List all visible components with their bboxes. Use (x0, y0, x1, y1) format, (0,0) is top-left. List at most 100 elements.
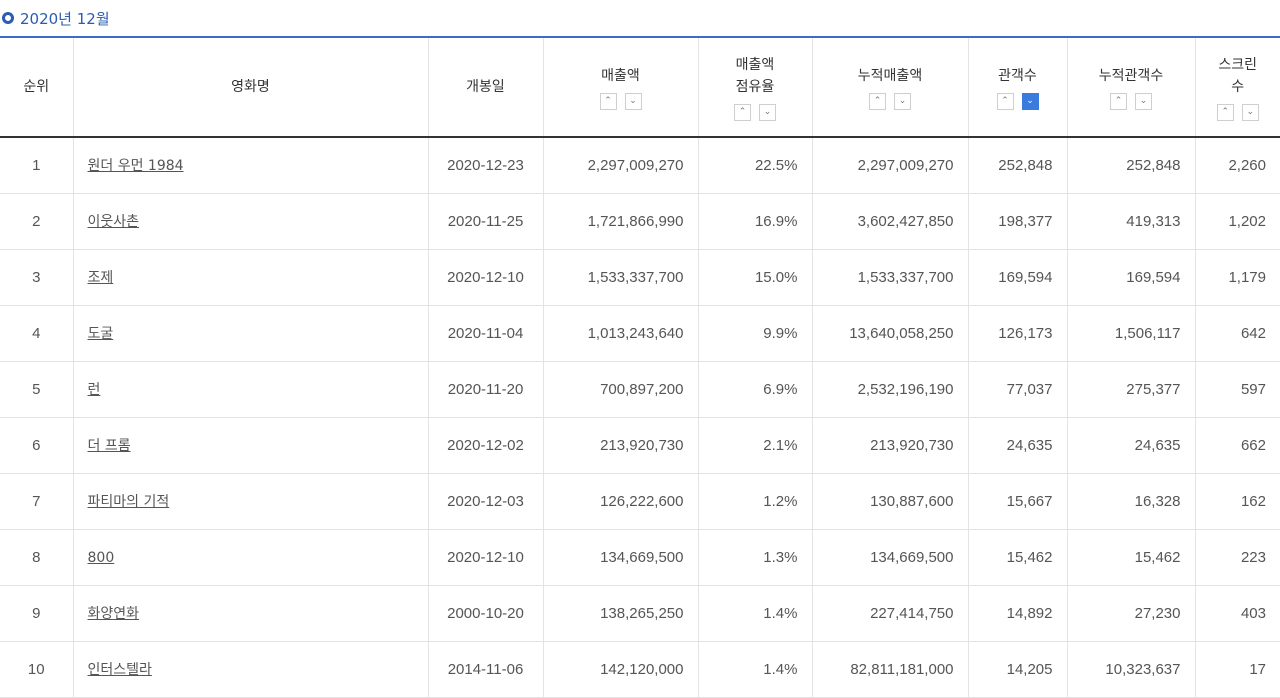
title-cell: 이웃사촌 (73, 193, 428, 249)
header-sales: 매출액 ⌃ ⌄ (543, 37, 698, 137)
cum-sales-cell: 227,414,750 (812, 585, 968, 641)
sales-cell: 213,920,730 (543, 417, 698, 473)
sort-up-icon[interactable]: ⌃ (734, 104, 751, 121)
sort-cum-sales: ⌃ ⌄ (813, 93, 968, 110)
movie-title-link[interactable]: 파티마의 기적 (88, 494, 170, 510)
cum-audience-cell: 169,594 (1067, 249, 1195, 305)
audience-cell: 15,667 (968, 473, 1067, 529)
rank-cell: 5 (0, 361, 73, 417)
movie-title-link[interactable]: 인터스텔라 (88, 662, 152, 678)
screens-cell: 162 (1195, 473, 1280, 529)
movie-title-link[interactable]: 도굴 (88, 326, 114, 342)
screens-cell: 403 (1195, 585, 1280, 641)
audience-cell: 15,462 (968, 529, 1067, 585)
sales-cell: 134,669,500 (543, 529, 698, 585)
share-cell: 1.3% (698, 529, 812, 585)
table-row: 4 도굴 2020-11-04 1,013,243,640 9.9% 13,64… (0, 305, 1280, 361)
cum-sales-cell: 2,532,196,190 (812, 361, 968, 417)
header-cum-audience: 누적관객수 ⌃ ⌄ (1067, 37, 1195, 137)
header-cum-sales: 누적매출액 ⌃ ⌄ (812, 37, 968, 137)
release-cell: 2020-12-23 (428, 137, 543, 193)
table-row: 7 파티마의 기적 2020-12-03 126,222,600 1.2% 13… (0, 473, 1280, 529)
sort-down-icon[interactable]: ⌄ (1135, 93, 1152, 110)
screens-cell: 2,260 (1195, 137, 1280, 193)
release-cell: 2020-12-10 (428, 529, 543, 585)
cum-audience-cell: 24,635 (1067, 417, 1195, 473)
cum-audience-cell: 27,230 (1067, 585, 1195, 641)
movie-title-link[interactable]: 조제 (88, 270, 114, 286)
release-cell: 2000-10-20 (428, 585, 543, 641)
title-cell: 더 프롬 (73, 417, 428, 473)
movie-title-link[interactable]: 원더 우먼 1984 (88, 158, 184, 174)
title-cell: 도굴 (73, 305, 428, 361)
cum-audience-cell: 275,377 (1067, 361, 1195, 417)
movie-title-link[interactable]: 이웃사촌 (88, 214, 140, 230)
table-row: 5 런 2020-11-20 700,897,200 6.9% 2,532,19… (0, 361, 1280, 417)
sort-up-icon[interactable]: ⌃ (1217, 104, 1234, 121)
audience-cell: 126,173 (968, 305, 1067, 361)
sort-down-icon[interactable]: ⌄ (625, 93, 642, 110)
screens-cell: 1,179 (1195, 249, 1280, 305)
cum-sales-cell: 1,533,337,700 (812, 249, 968, 305)
sort-up-icon[interactable]: ⌃ (997, 93, 1014, 110)
cum-sales-cell: 2,297,009,270 (812, 137, 968, 193)
share-cell: 1.4% (698, 641, 812, 697)
sort-cum-audience: ⌃ ⌄ (1068, 93, 1195, 110)
sort-up-icon[interactable]: ⌃ (1110, 93, 1127, 110)
table-row: 9 화양연화 2000-10-20 138,265,250 1.4% 227,4… (0, 585, 1280, 641)
cum-sales-cell: 82,811,181,000 (812, 641, 968, 697)
share-cell: 15.0% (698, 249, 812, 305)
title-cell: 조제 (73, 249, 428, 305)
title-cell: 800 (73, 529, 428, 585)
share-cell: 1.2% (698, 473, 812, 529)
header-rank: 순위 (0, 37, 73, 137)
boxoffice-table: 순위 영화명 개봉일 매출액 ⌃ ⌄ 매출액 점유율 ⌃ ⌄ 누적매출액 (0, 36, 1280, 698)
rank-cell: 3 (0, 249, 73, 305)
table-row: 1 원더 우먼 1984 2020-12-23 2,297,009,270 22… (0, 137, 1280, 193)
cum-audience-cell: 419,313 (1067, 193, 1195, 249)
screens-cell: 642 (1195, 305, 1280, 361)
cum-audience-cell: 252,848 (1067, 137, 1195, 193)
cum-audience-cell: 15,462 (1067, 529, 1195, 585)
period-heading: 2020년 12월 (0, 0, 1280, 36)
header-screens: 스크린 수 ⌃ ⌄ (1195, 37, 1280, 137)
share-cell: 16.9% (698, 193, 812, 249)
rank-cell: 10 (0, 641, 73, 697)
sort-down-icon[interactable]: ⌄ (759, 104, 776, 121)
header-share: 매출액 점유율 ⌃ ⌄ (698, 37, 812, 137)
header-audience: 관객수 ⌃ ⌄ (968, 37, 1067, 137)
rank-cell: 1 (0, 137, 73, 193)
sort-down-active-icon[interactable]: ⌄ (1022, 93, 1039, 110)
sort-down-icon[interactable]: ⌄ (894, 93, 911, 110)
sales-cell: 700,897,200 (543, 361, 698, 417)
share-cell: 2.1% (698, 417, 812, 473)
cum-sales-cell: 13,640,058,250 (812, 305, 968, 361)
audience-cell: 198,377 (968, 193, 1067, 249)
sort-down-icon[interactable]: ⌄ (1242, 104, 1259, 121)
header-title: 영화명 (73, 37, 428, 137)
audience-cell: 169,594 (968, 249, 1067, 305)
movie-title-link[interactable]: 더 프롬 (88, 438, 131, 454)
title-cell: 런 (73, 361, 428, 417)
cum-sales-cell: 130,887,600 (812, 473, 968, 529)
sort-up-icon[interactable]: ⌃ (600, 93, 617, 110)
cum-audience-cell: 10,323,637 (1067, 641, 1195, 697)
cum-sales-cell: 3,602,427,850 (812, 193, 968, 249)
release-cell: 2020-12-02 (428, 417, 543, 473)
movie-title-link[interactable]: 800 (88, 550, 115, 566)
rank-cell: 9 (0, 585, 73, 641)
table-row: 3 조제 2020-12-10 1,533,337,700 15.0% 1,53… (0, 249, 1280, 305)
screens-cell: 662 (1195, 417, 1280, 473)
audience-cell: 77,037 (968, 361, 1067, 417)
table-row: 6 더 프롬 2020-12-02 213,920,730 2.1% 213,9… (0, 417, 1280, 473)
screens-cell: 223 (1195, 529, 1280, 585)
sort-sales: ⌃ ⌄ (544, 93, 698, 110)
share-cell: 22.5% (698, 137, 812, 193)
rank-cell: 6 (0, 417, 73, 473)
sort-up-icon[interactable]: ⌃ (869, 93, 886, 110)
movie-title-link[interactable]: 화양연화 (88, 606, 140, 622)
rank-cell: 7 (0, 473, 73, 529)
movie-title-link[interactable]: 런 (88, 382, 101, 398)
title-cell: 파티마의 기적 (73, 473, 428, 529)
sales-cell: 1,721,866,990 (543, 193, 698, 249)
